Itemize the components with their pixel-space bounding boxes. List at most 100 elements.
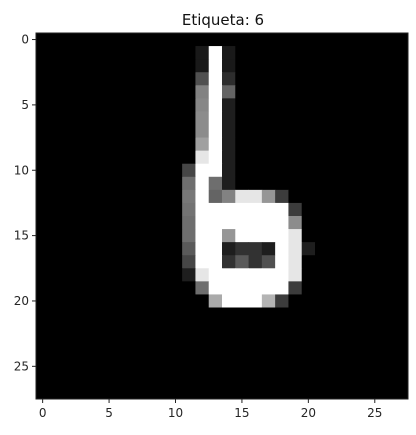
heatmap-cell [381, 346, 396, 361]
heatmap-cell [248, 124, 263, 138]
heatmap-cell [89, 372, 103, 387]
heatmap-cell [102, 216, 117, 230]
heatmap-cell [301, 124, 316, 138]
heatmap-cell [235, 229, 249, 243]
heatmap-cell [168, 320, 183, 335]
heatmap-cell [288, 385, 303, 400]
heatmap-cell [341, 72, 356, 86]
heatmap-cell [89, 176, 103, 191]
heatmap-cell [248, 229, 263, 243]
heatmap-cell [222, 33, 236, 47]
heatmap-cell [142, 359, 156, 374]
heatmap-cell [328, 255, 342, 269]
heatmap-cell [62, 124, 77, 138]
heatmap-cell [381, 33, 396, 47]
heatmap-cell [142, 72, 156, 86]
heatmap-cell [341, 189, 356, 204]
heatmap-cell [248, 333, 263, 348]
heatmap-cell [49, 307, 63, 321]
heatmap-cell [248, 163, 263, 178]
heatmap-cell [36, 229, 50, 243]
heatmap-cell [301, 46, 316, 60]
heatmap-cell [328, 98, 342, 112]
heatmap-cell [182, 294, 196, 308]
heatmap-cell [341, 281, 356, 295]
heatmap-cell [261, 307, 276, 321]
heatmap-cell [248, 59, 263, 73]
heatmap-cell [328, 137, 342, 152]
heatmap-cell [142, 281, 156, 295]
heatmap-cell [62, 72, 77, 86]
heatmap-cell [62, 242, 77, 256]
heatmap-cell [49, 85, 63, 99]
x-axis: 0 5 10 15 20 25 [39, 399, 382, 420]
heatmap-cell [328, 46, 342, 60]
heatmap-cell [115, 372, 130, 387]
heatmap-cell [142, 137, 156, 152]
heatmap-cell [341, 98, 356, 112]
heatmap-cell [75, 124, 90, 138]
heatmap-cell [195, 111, 210, 125]
heatmap-cell [115, 46, 130, 60]
heatmap-cell [275, 333, 289, 348]
x-tick-label: 15 [234, 406, 249, 420]
heatmap-cell [168, 268, 183, 282]
heatmap-cell [275, 320, 289, 335]
heatmap-cell [49, 255, 63, 269]
heatmap-cell [115, 124, 130, 138]
heatmap-cell [248, 85, 263, 99]
heatmap-cell [89, 307, 103, 321]
heatmap-cell [115, 385, 130, 400]
heatmap-cell [222, 372, 236, 387]
heatmap-cell [222, 98, 236, 112]
heatmap-cell [142, 176, 156, 191]
heatmap-cell [142, 255, 156, 269]
heatmap-cell [328, 294, 342, 308]
heatmap-cell [208, 111, 223, 125]
heatmap-cell [102, 46, 117, 60]
heatmap-cell [394, 59, 409, 73]
heatmap-cell [62, 111, 77, 125]
heatmap-cell [341, 294, 356, 308]
heatmap-cell [381, 202, 396, 217]
heatmap-cell [261, 333, 276, 348]
heatmap-cell [222, 150, 236, 165]
heatmap-cell [89, 59, 103, 73]
heatmap-cell [182, 137, 196, 152]
heatmap-cell [208, 359, 223, 374]
heatmap-cell [235, 59, 249, 73]
heatmap-cell [195, 229, 210, 243]
heatmap-cell [381, 150, 396, 165]
heatmap-cell [36, 320, 50, 335]
heatmap-cell [288, 85, 303, 99]
heatmap-cell [115, 281, 130, 295]
heatmap-cell [75, 333, 90, 348]
heatmap-cell [195, 333, 210, 348]
heatmap-cell [368, 33, 382, 47]
heatmap-cell [155, 320, 170, 335]
heatmap-cell [168, 333, 183, 348]
heatmap-cell [394, 294, 409, 308]
x-tick-label: 10 [168, 406, 183, 420]
heatmap-cell [222, 320, 236, 335]
heatmap-cell [115, 229, 130, 243]
heatmap-cell [341, 385, 356, 400]
heatmap-cell [62, 202, 77, 217]
x-tick-label: 0 [39, 406, 47, 420]
heatmap-cell [354, 216, 369, 230]
heatmap-cell [49, 320, 63, 335]
heatmap-cell [155, 242, 170, 256]
heatmap-cell [89, 189, 103, 204]
heatmap-cell [62, 85, 77, 99]
heatmap-cell [248, 176, 263, 191]
heatmap-cell [36, 111, 50, 125]
heatmap-cell [381, 176, 396, 191]
heatmap-cell [182, 124, 196, 138]
heatmap-cell [275, 268, 289, 282]
heatmap-cell [328, 85, 342, 99]
heatmap-cell [115, 111, 130, 125]
heatmap-cell [36, 98, 50, 112]
heatmap-cell [115, 333, 130, 348]
heatmap-cell [168, 72, 183, 86]
heatmap-cell [142, 346, 156, 361]
